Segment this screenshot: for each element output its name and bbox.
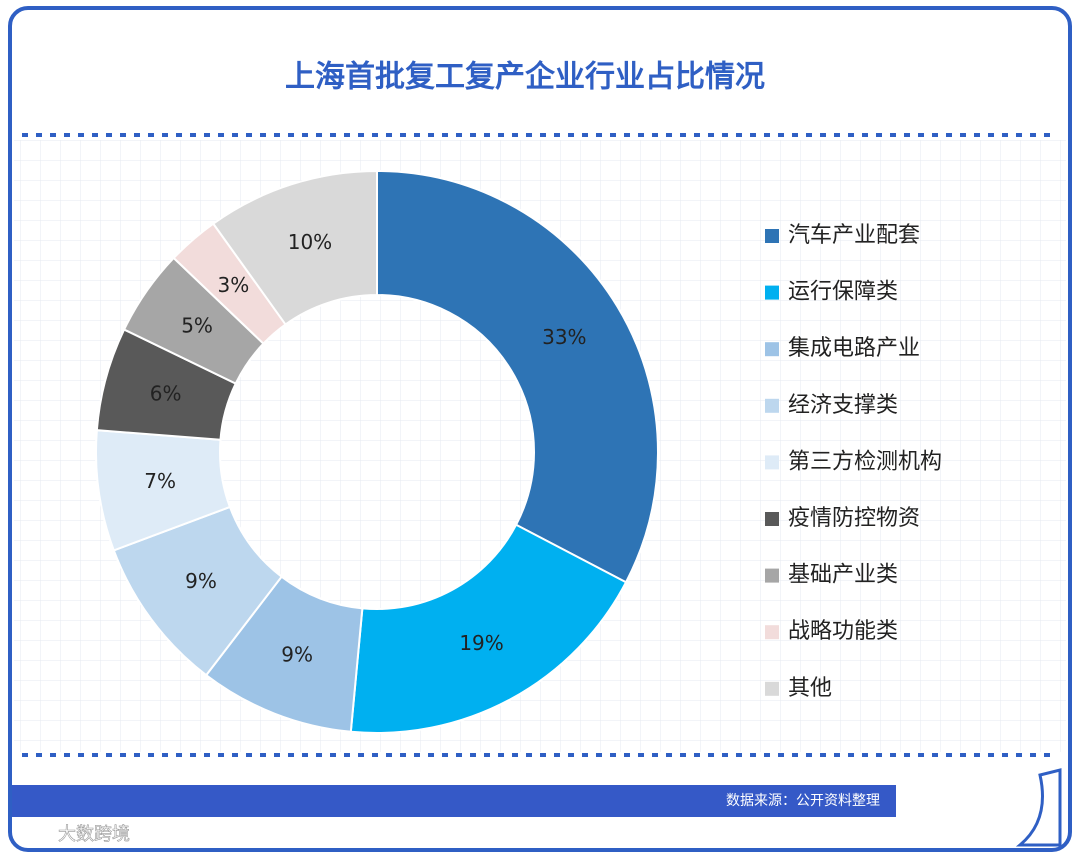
data-label: 3% <box>217 273 249 297</box>
legend-swatch <box>765 342 779 357</box>
legend-label: 其他 <box>788 676 832 701</box>
data-label: 7% <box>144 469 176 493</box>
legend-label: 基础产业类 <box>788 563 898 588</box>
legend-label: 运行保障类 <box>788 280 898 305</box>
legend-swatch <box>765 625 779 640</box>
slice <box>376 169 659 584</box>
chart-title: 上海首批复工复产企业行业占比情况 <box>285 60 765 95</box>
legend-swatch <box>765 229 779 243</box>
slice <box>211 169 378 326</box>
source-bar <box>12 785 896 817</box>
data-label: 10% <box>288 230 332 254</box>
legend-label: 战略功能类 <box>788 619 898 644</box>
data-label: 19% <box>459 631 503 655</box>
source: 数据来源：公开资料整理 <box>726 793 880 809</box>
data-label: 33% <box>542 325 586 349</box>
legend-label: 疫情防控物资 <box>788 506 920 531</box>
legend-swatch <box>765 568 779 583</box>
data-label: 6% <box>150 381 182 405</box>
legend-label: 第三方检测机构 <box>788 449 942 474</box>
legend-swatch <box>765 455 779 470</box>
watermark: 大数跨境 <box>58 824 130 845</box>
legend-label: 集成电路产业 <box>788 336 920 361</box>
slice <box>349 523 628 734</box>
legend-swatch <box>765 285 779 300</box>
legend-swatch <box>765 398 779 413</box>
data-label: 9% <box>185 569 217 593</box>
legend-label: 汽车产业配套 <box>788 223 920 248</box>
legend-swatch <box>765 512 779 526</box>
page-curl <box>1015 768 1062 847</box>
data-label: 9% <box>281 642 313 666</box>
legend-swatch <box>765 681 779 696</box>
data-label: 5% <box>181 314 213 338</box>
legend-label: 经济支撑类 <box>788 393 898 418</box>
